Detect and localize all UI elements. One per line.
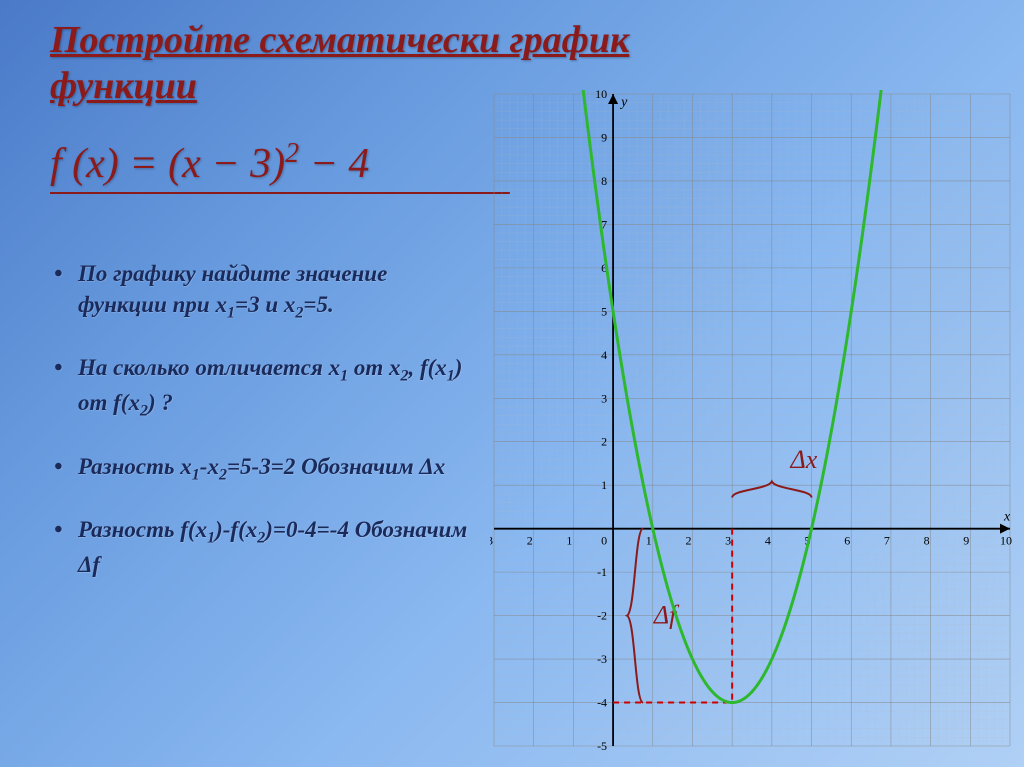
svg-text:10: 10 — [1000, 534, 1012, 548]
svg-text:-4: -4 — [597, 696, 607, 710]
formula-lhs: f (x) = (x − 3) — [50, 141, 285, 187]
svg-text:2: 2 — [527, 534, 533, 548]
svg-text:1: 1 — [566, 534, 572, 548]
formula-tail: − 4 — [299, 141, 369, 187]
chart: xy321012345678910-5-4-3-2-112345678910Δx… — [490, 90, 1014, 750]
bullet-3: Разность x1-x2=5-3=2 Обозначим Δx — [50, 451, 470, 486]
svg-text:-2: -2 — [597, 609, 607, 623]
svg-text:7: 7 — [884, 534, 890, 548]
title-line1: Постройте схематически график — [50, 19, 629, 61]
bullet-1: По графику найдите значение функции при … — [50, 258, 470, 324]
svg-text:6: 6 — [844, 534, 850, 548]
svg-text:5: 5 — [601, 304, 607, 318]
svg-text:8: 8 — [924, 534, 930, 548]
svg-text:4: 4 — [601, 348, 607, 362]
svg-text:1: 1 — [601, 478, 607, 492]
svg-text:y: y — [619, 95, 628, 110]
svg-text:10: 10 — [595, 90, 607, 101]
svg-text:-3: -3 — [597, 652, 607, 666]
bullet-2: На сколько отличается x1 от x2, f(x1) от… — [50, 352, 470, 422]
svg-text:x: x — [1003, 510, 1011, 525]
svg-text:-5: -5 — [597, 739, 607, 750]
svg-text:4: 4 — [765, 534, 771, 548]
bullet-list: По графику найдите значение функции при … — [50, 258, 470, 608]
svg-text:0: 0 — [601, 534, 607, 548]
svg-text:2: 2 — [601, 435, 607, 449]
svg-text:9: 9 — [601, 130, 607, 144]
svg-text:9: 9 — [963, 534, 969, 548]
bullet-4: Разность f(x1)-f(x2)=0-4=-4 Обозначим Δf — [50, 514, 470, 580]
title-line2: функции — [50, 65, 197, 107]
formula: f (x) = (x − 3)2 − 4 — [50, 138, 510, 194]
svg-text:3: 3 — [725, 534, 731, 548]
svg-text:8: 8 — [601, 174, 607, 188]
svg-text:3: 3 — [601, 391, 607, 405]
svg-text:-1: -1 — [597, 565, 607, 579]
svg-text:3: 3 — [490, 534, 493, 548]
svg-text:1: 1 — [646, 534, 652, 548]
svg-text:2: 2 — [685, 534, 691, 548]
formula-exp: 2 — [285, 138, 299, 169]
svg-text:Δx: Δx — [789, 445, 817, 474]
